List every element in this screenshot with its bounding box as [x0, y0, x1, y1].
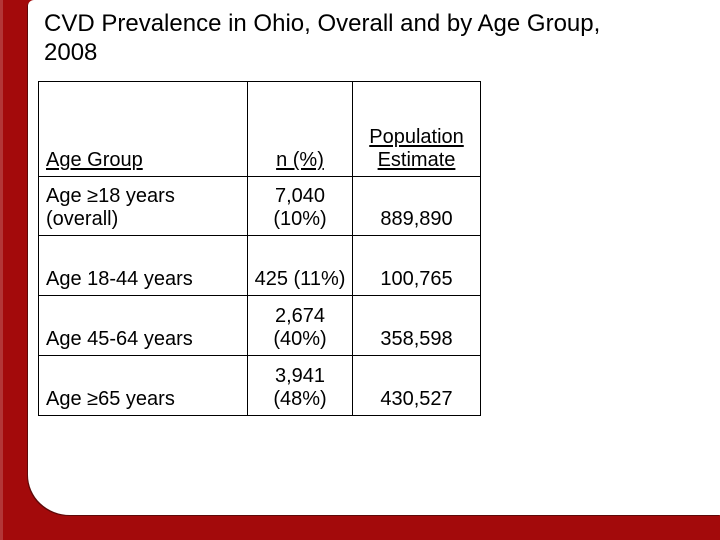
col-header-population-estimate: Population Estimate	[352, 81, 481, 177]
table-row: Age ≥65 years 3,941 (48%) 430,527	[38, 355, 481, 416]
cell-population: 358,598	[352, 295, 481, 356]
cell-population: 430,527	[352, 355, 481, 416]
table-row: Age 18-44 years 425 (11%) 100,765	[38, 235, 481, 296]
prevalence-table: Age Group n (%) Population Estimate Age …	[38, 81, 481, 416]
table-row: Age ≥18 years (overall) 7,040 (10%) 889,…	[38, 176, 481, 236]
cell-n-pct: 7,040 (10%)	[247, 176, 353, 236]
cell-age-group: Age ≥65 years	[38, 355, 248, 416]
cell-n-pct: 3,941 (48%)	[247, 355, 353, 416]
cell-population: 100,765	[352, 235, 481, 296]
cell-age-group: Age 45-64 years	[38, 295, 248, 356]
cell-n-pct: 425 (11%)	[247, 235, 353, 296]
cell-n-pct: 2,674 (40%)	[247, 295, 353, 356]
cell-age-group: Age 18-44 years	[38, 235, 248, 296]
cell-population: 889,890	[352, 176, 481, 236]
slide-title: CVD Prevalence in Ohio, Overall and by A…	[44, 10, 601, 66]
cell-age-group: Age ≥18 years (overall)	[38, 176, 248, 236]
table-header-row: Age Group n (%) Population Estimate	[38, 81, 481, 177]
table-row: Age 45-64 years 2,674 (40%) 358,598	[38, 295, 481, 356]
col-header-n-pct: n (%)	[247, 81, 353, 177]
col-header-age-group: Age Group	[38, 81, 248, 177]
left-accent-bar	[0, 0, 3, 540]
